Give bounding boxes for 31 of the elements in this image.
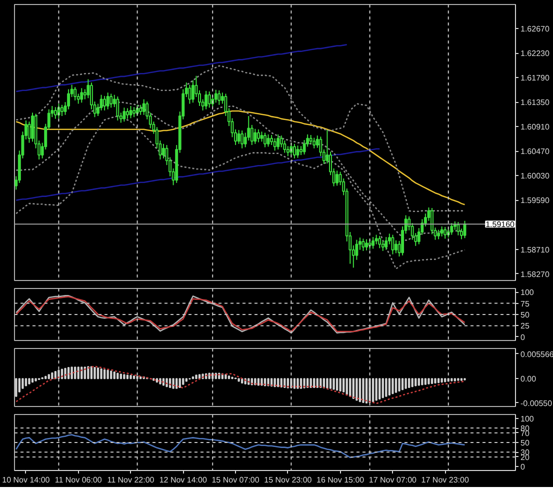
- x-tick-label: 10 Nov 14:00: [2, 476, 50, 484]
- x-tick-label: 15 Nov 23:00: [264, 476, 312, 484]
- x-tick-label: 11 Nov 06:00: [54, 476, 102, 484]
- y-tick-label: 1.60470: [520, 147, 550, 156]
- y-tick-label: 1.60910: [520, 122, 550, 132]
- y-tick-label: 50: [520, 310, 530, 320]
- x-tick-label: 17 Nov 07:00: [368, 476, 418, 484]
- ref-line-label: 1.59160: [486, 220, 516, 230]
- y-tick-label: 1.61350: [520, 98, 550, 108]
- y-tick-label: 0.00: [520, 374, 537, 384]
- y-tick-label: 0: [520, 462, 526, 472]
- y-tick-label: 1.59590: [520, 196, 550, 206]
- y-tick-label: 100: [520, 414, 534, 424]
- y-tick-label: 1.58710: [520, 245, 550, 254]
- y-tick-label: 1.61790: [520, 74, 550, 83]
- y-tick-label: 50: [520, 438, 530, 448]
- y-tick-label: 100: [520, 288, 534, 298]
- x-tick-label: 15 Nov 07:00: [212, 476, 260, 484]
- x-tick-label: 16 Nov 15:00: [316, 476, 365, 484]
- y-tick-label: 1.62670: [520, 24, 550, 34]
- y-tick-label: 75: [520, 299, 530, 308]
- y-tick-label: 1.58270: [520, 270, 550, 279]
- x-tick-label: 12 Nov 14:00: [159, 476, 208, 484]
- y-tick-label: 25: [520, 322, 530, 331]
- y-tick-label: 1.60030: [520, 172, 550, 181]
- x-tick-label: 17 Nov 23:00: [421, 476, 470, 484]
- x-tick-label: 11 Nov 22:00: [107, 476, 155, 484]
- y-tick-label: 1.62230: [520, 49, 550, 58]
- y-tick-label: 20: [520, 452, 530, 462]
- y-tick-label: -0.00550: [520, 398, 553, 408]
- y-tick-label: 0: [520, 332, 526, 342]
